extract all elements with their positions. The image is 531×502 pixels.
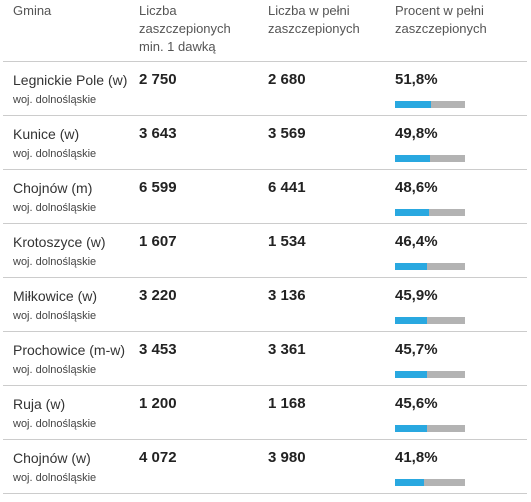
percent-value: 45,7% (395, 341, 438, 358)
vaccination-table: Gmina Liczba zaszczepionych min. 1 dawką… (3, 0, 527, 494)
fully-vaccinated-count: 3 980 (268, 449, 306, 466)
header-gmina[interactable]: Gmina (13, 3, 52, 18)
percent-bar (395, 479, 465, 486)
fully-vaccinated-count: 3 361 (268, 341, 306, 358)
percent-value: 49,8% (395, 125, 438, 142)
percent-value: 51,8% (395, 71, 438, 88)
gmina-name: Legnickie Pole (w) (13, 72, 128, 88)
dose1-count: 3 643 (139, 125, 177, 142)
percent-bar (395, 317, 465, 324)
gmina-name: Chojnów (m) (13, 180, 93, 196)
header-fully-vaccinated[interactable]: Liczba w pełni zaszczepionych (268, 3, 360, 36)
header-percent[interactable]: Procent w pełni zaszczepionych (395, 3, 487, 36)
table-row: Prochowice (m-w) woj. dolnośląskie 3 453 3 … (3, 332, 527, 386)
percent-bar-fill (395, 209, 430, 216)
table-body: Legnickie Pole (w) woj. dolnośląskie 2 750… (3, 62, 527, 494)
gmina-name: Kunice (w) (13, 126, 80, 142)
percent-bar (395, 371, 465, 378)
gmina-region: woj. dolnośląskie (13, 364, 97, 376)
table-row: Chojnów (m) woj. dolnośląskie 6 599 6 441 48… (3, 170, 527, 224)
percent-bar-fill (395, 263, 428, 270)
percent-value: 45,9% (395, 287, 438, 304)
dose1-count: 1 200 (139, 395, 177, 412)
fully-vaccinated-count: 2 680 (268, 71, 306, 88)
percent-bar (395, 101, 465, 108)
table-row: Chojnów (w) woj. dolnośląskie 4 072 3 980 41… (3, 440, 527, 494)
gmina-region: woj. dolnośląskie (13, 256, 97, 268)
dose1-count: 2 750 (139, 71, 177, 88)
gmina-region: woj. dolnośląskie (13, 418, 97, 430)
percent-bar-fill (395, 371, 427, 378)
dose1-count: 3 453 (139, 341, 177, 358)
percent-value: 45,6% (395, 395, 438, 412)
header-dose1[interactable]: Liczba zaszczepionych min. 1 dawką (139, 3, 231, 54)
percent-bar (395, 425, 465, 432)
percent-bar-fill (395, 155, 430, 162)
table-row: Miłkowice (w) woj. dolnośląskie 3 220 3 136… (3, 278, 527, 332)
gmina-region: woj. dolnośląskie (13, 148, 97, 160)
percent-bar (395, 263, 465, 270)
table-header: Gmina Liczba zaszczepionych min. 1 dawką… (3, 0, 527, 62)
percent-bar (395, 209, 465, 216)
gmina-region: woj. dolnośląskie (13, 472, 97, 484)
percent-value: 41,8% (395, 449, 438, 466)
dose1-count: 4 072 (139, 449, 177, 466)
dose1-count: 6 599 (139, 179, 177, 196)
fully-vaccinated-count: 1 534 (268, 233, 306, 250)
percent-bar-fill (395, 479, 425, 486)
fully-vaccinated-count: 3 569 (268, 125, 306, 142)
fully-vaccinated-count: 1 168 (268, 395, 306, 412)
table-row: Krotoszyce (w) woj. dolnośląskie 1 607 1 53… (3, 224, 527, 278)
gmina-name: Ruja (w) (13, 396, 66, 412)
table-row: Ruja (w) woj. dolnośląskie 1 200 1 168 45,6% (3, 386, 527, 440)
fully-vaccinated-count: 6 441 (268, 179, 306, 196)
percent-value: 46,4% (395, 233, 438, 250)
percent-value: 48,6% (395, 179, 438, 196)
table-row: Legnickie Pole (w) woj. dolnośląskie 2 750… (3, 62, 527, 116)
gmina-name: Prochowice (m-w) (13, 342, 126, 358)
percent-bar-fill (395, 317, 428, 324)
dose1-count: 1 607 (139, 233, 177, 250)
gmina-region: woj. dolnośląskie (13, 310, 97, 322)
percent-bar-fill (395, 425, 427, 432)
gmina-name: Miłkowice (w) (13, 288, 97, 304)
gmina-region: woj. dolnośląskie (13, 202, 97, 214)
dose1-count: 3 220 (139, 287, 177, 304)
gmina-region: woj. dolnośląskie (13, 94, 97, 106)
table-row: Kunice (w) woj. dolnośląskie 3 643 3 569 49,… (3, 116, 527, 170)
gmina-name: Krotoszyce (w) (13, 234, 106, 250)
fully-vaccinated-count: 3 136 (268, 287, 306, 304)
gmina-name: Chojnów (w) (13, 450, 91, 466)
percent-bar-fill (395, 101, 432, 108)
percent-bar (395, 155, 465, 162)
